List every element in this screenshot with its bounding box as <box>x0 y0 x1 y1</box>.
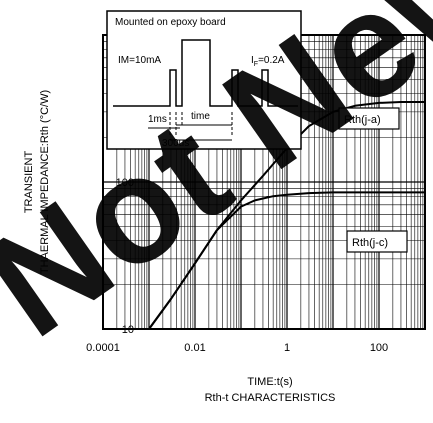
series-line-rth-jc <box>148 191 425 330</box>
inset-title: Mounted on epoxy board <box>115 17 226 28</box>
label-rth-jc-text: Rth(j-c) <box>352 237 388 249</box>
inset-box: Mounted on epoxy board IM=10mA IF=0.2A 1… <box>106 10 302 150</box>
period-label: 300us <box>162 138 189 149</box>
y-axis-title-line1: TRANSIENT <box>23 151 35 214</box>
x-tick-label: 0.01 <box>184 342 205 354</box>
label-rth-jc: Rth(j-c) <box>346 230 408 253</box>
if-label: IF=0.2A <box>251 55 285 68</box>
y-axis-title-line2: THAERMAL IMPEDANCE:Rth (°C/W) <box>39 90 51 274</box>
chart-title: Rth-t CHARACTERISTICS <box>205 392 336 404</box>
watermark-text: Not New <box>0 0 433 368</box>
label-rth-ja-text: Rth(j-a) <box>344 114 381 126</box>
time-label: time <box>191 111 210 122</box>
y-tick-label: 100 <box>116 177 134 189</box>
pulse-width-label: 1ms <box>148 114 167 125</box>
x-tick-label: 1 <box>284 342 290 354</box>
x-tick-labels: 0.0001 0.01 1 100 <box>86 342 388 354</box>
y-tick-labels: 10 100 <box>116 177 134 336</box>
y-tick-label: 10 <box>122 324 134 336</box>
x-tick-label: 100 <box>370 342 388 354</box>
im-label: IM=10mA <box>118 55 161 66</box>
x-tick-label: 0.0001 <box>86 342 120 354</box>
label-rth-ja: Rth(j-a) <box>338 107 400 130</box>
pulse-waveform <box>113 39 298 107</box>
x-axis-title: TIME:t(s) <box>247 376 292 388</box>
